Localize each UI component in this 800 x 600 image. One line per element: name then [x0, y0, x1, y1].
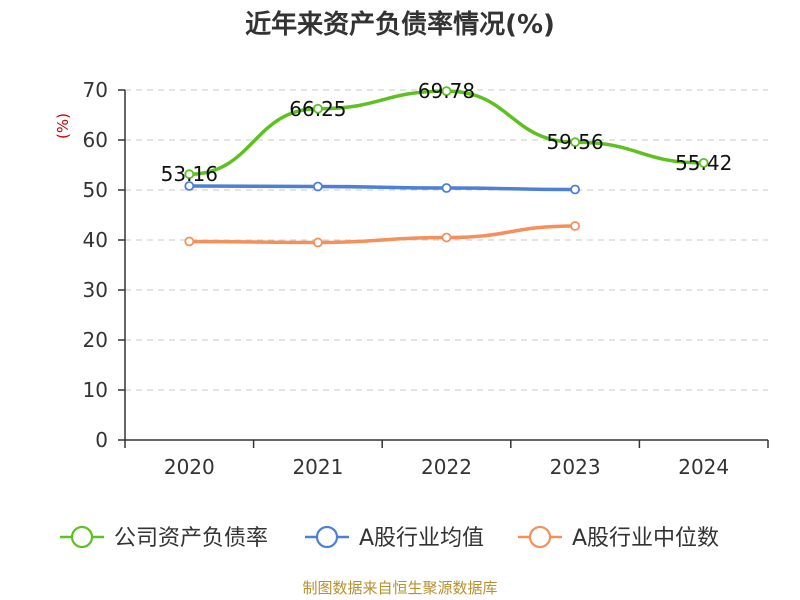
data-point: [570, 184, 580, 195]
y-tick-label: 10: [83, 378, 108, 402]
y-tick-label: 60: [83, 128, 108, 152]
y-tick-label: 0: [95, 428, 108, 452]
x-tick-label: 2020: [164, 455, 215, 479]
y-tick-label: 20: [83, 328, 108, 352]
legend-label: A股行业均值: [359, 526, 484, 551]
x-tick-label: 2021: [292, 455, 343, 479]
legend-swatch-marker: [315, 525, 339, 549]
axes: [118, 89, 769, 448]
source-note: 制图数据来自恒生聚源数据库: [302, 579, 497, 597]
data-point: [441, 183, 452, 193]
data-point: [312, 181, 323, 192]
y-tick-label: 70: [83, 78, 108, 102]
data-label: 59.56: [546, 130, 603, 154]
data-point: [698, 157, 709, 168]
legend-label: A股行业中位数: [572, 526, 719, 551]
data-labels: 53.16 66.25 69.78 59.56 55.42: [161, 79, 733, 186]
data-point: [184, 169, 195, 180]
data-point: [312, 103, 323, 114]
data-point: [184, 236, 195, 247]
y-tick-label: 30: [83, 278, 108, 302]
x-tick-label: 2022: [421, 455, 472, 479]
legend-swatch-marker: [528, 525, 552, 549]
y-axis-ticks: 0 10 20 30 40 50 60 70: [83, 78, 108, 452]
data-point: [441, 232, 452, 243]
series-line-2: [189, 224, 576, 245]
data-label: 66.25: [289, 97, 346, 121]
legend-label: 公司资产负债率: [114, 526, 268, 551]
data-point: [441, 86, 452, 96]
data-point: [570, 221, 580, 231]
data-label: 53.16: [161, 162, 218, 186]
x-tick-label: 2024: [678, 455, 729, 479]
legend-swatch-marker: [70, 525, 94, 549]
data-point: [570, 137, 580, 148]
chart-title: 近年来资产负债率情况(%): [245, 9, 555, 40]
data-point: [312, 237, 323, 248]
data-point: [184, 181, 195, 191]
series-group: [184, 86, 709, 248]
y-tick-label: 50: [83, 178, 108, 202]
x-tick-label: 2023: [550, 455, 601, 479]
y-tick-label: 40: [83, 228, 108, 252]
y-axis-unit: (%): [54, 113, 72, 139]
data-label: 55.42: [675, 151, 732, 175]
series-line-0: [189, 89, 704, 176]
x-axis-ticks: 2020 2021 2022 2023 2024: [164, 455, 729, 479]
data-label: 69.78: [418, 79, 475, 103]
series-line-1: [189, 184, 576, 192]
legend: 公司资产负债率 A股行业均值 A股行业中位数: [60, 525, 719, 551]
